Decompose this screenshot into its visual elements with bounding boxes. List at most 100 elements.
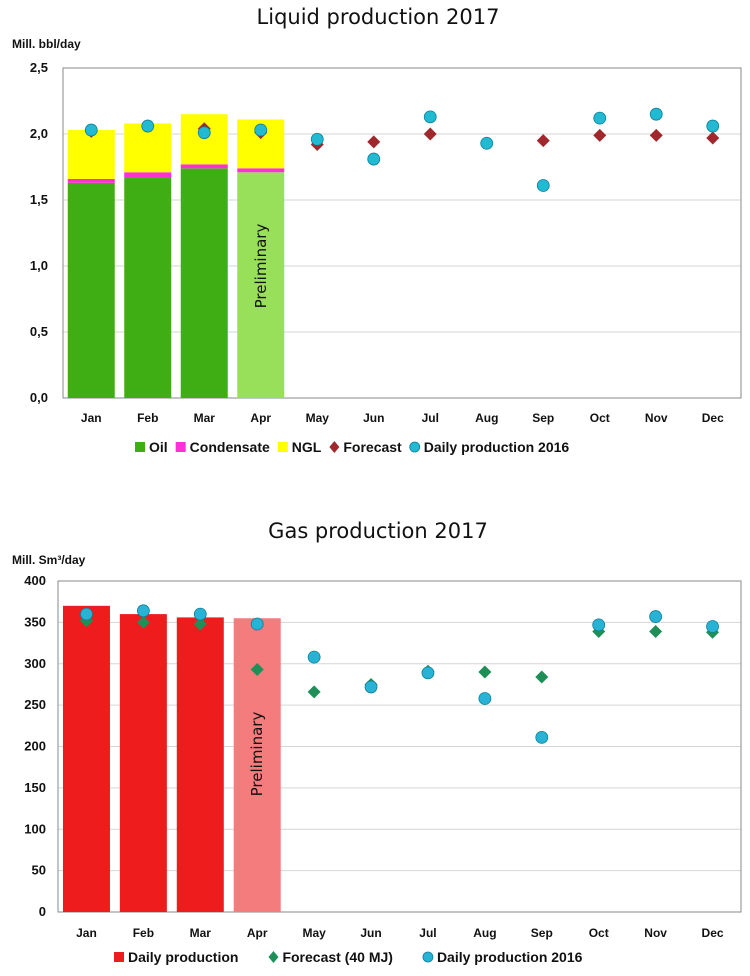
forecast-marker-jun [367,135,381,149]
x-tick-label-jun: Jun [363,411,384,425]
daily-2016-marker-may [307,650,321,664]
daily-2016-marker-mar [197,126,211,140]
y-tick-label: 150 [24,780,46,795]
daily-2016-marker-jul [423,110,437,124]
legend-daily-production-label: Daily production [128,949,238,965]
forecast-marker-nov [649,128,663,142]
daily-2016-marker-dec [706,119,720,133]
bar-daily-production-feb [119,614,167,912]
forecast-marker-oct [593,128,607,142]
bar-ngl-jan [67,130,115,179]
y-tick-label: 1,5 [30,192,48,207]
x-tick-label-oct: Oct [590,411,610,425]
x-tick-label-feb: Feb [137,411,158,425]
x-tick-label-jan: Jan [81,411,102,425]
x-tick-label-jul: Jul [419,926,436,940]
x-tick-label-jul: Jul [422,411,439,425]
daily-2016-marker-nov [649,610,663,623]
legend-forecast-40-mj--label: Forecast (40 MJ) [282,949,392,965]
legend-forecast-label: Forecast [343,439,402,455]
bar-oil-jan [67,182,115,398]
forecast-marker-aug [478,665,492,679]
forecast-marker-sep [535,670,549,684]
legend-condensate-label: Condensate [190,439,270,455]
y-tick-label: 50 [32,863,46,878]
preliminary-label: Preliminary [252,224,270,309]
legend-forecast-40-mj--swatch [268,951,279,963]
daily-2016-marker-sep [536,179,550,192]
y-tick-label: 200 [24,739,46,754]
bar-oil-apr [237,172,285,398]
x-tick-label-feb: Feb [133,926,154,940]
y-tick-label: 250 [24,697,46,712]
daily-2016-marker-apr [254,123,268,137]
y-tick-label: 350 [24,614,46,629]
bar-condensate-mar [180,164,228,169]
y-tick-label: 1,0 [30,258,48,273]
bar-condensate-feb [124,172,172,178]
legend-condensate-swatch [175,442,186,452]
daily-2016-marker-feb [141,119,155,133]
y-tick-label: 2,0 [30,126,48,141]
legend-oil-swatch [135,442,145,452]
forecast-marker-dec [706,131,720,145]
gas-chart: Gas production 2017 Mill. Sm³/day 0 50 100 15… [12,519,742,965]
x-tick-label-dec: Dec [702,411,724,425]
x-tick-label-mar: Mar [194,411,216,425]
forecast-marker-sep [536,134,550,148]
legend-daily-production-swatch [114,952,124,962]
x-tick-label-nov: Nov [644,926,667,940]
daily-2016-marker-sep [535,730,549,744]
daily-2016-marker-mar [193,607,207,621]
legend-daily-production-2016-swatch [422,951,434,963]
x-tick-label-jan: Jan [76,926,97,940]
bar-condensate-apr [237,168,285,173]
daily-2016-marker-jan [84,123,98,137]
liquid-chart: Liquid production 2017 Mill. bbl/day 0,0 0,… [12,5,742,455]
forecast-marker-apr [250,663,264,677]
y-tick-label: 100 [24,821,46,836]
x-tick-label-sep: Sep [531,926,553,940]
legend-forecast-swatch [329,441,340,453]
forecast-marker-nov [649,624,663,638]
bar-daily-production-jan [62,605,110,912]
y-tick-label: 0 [39,904,46,919]
legend-ngl-swatch [277,442,288,452]
x-tick-label-apr: Apr [250,411,271,425]
legend-oil-label: Oil [149,439,168,455]
legend-ngl-label: NGL [292,439,322,455]
x-tick-label-aug: Aug [475,411,498,425]
y-tick-label: 2,5 [30,60,48,75]
x-tick-label-mar: Mar [190,926,212,940]
chart-title: Liquid production 2017 [257,5,500,29]
forecast-marker-jul [423,127,437,141]
x-tick-label-oct: Oct [589,926,609,940]
legend-daily-production-2016-label: Daily production 2016 [437,949,583,965]
plot-area-border [57,580,742,913]
daily-2016-marker-aug [480,136,494,150]
bar-oil-mar [180,168,228,398]
daily-2016-marker-feb [136,604,150,618]
y-tick-label: 400 [24,573,46,588]
x-tick-label-apr: Apr [247,926,268,940]
chart-title: Gas production 2017 [268,519,488,543]
forecast-marker-mar [193,617,207,631]
daily-2016-marker-jun [367,152,381,166]
legend-daily-production-2016-label: Daily production 2016 [424,439,570,455]
daily-2016-marker-aug [478,692,492,705]
x-tick-label-may: May [302,926,326,940]
x-tick-label-dec: Dec [702,926,724,940]
x-tick-label-nov: Nov [645,411,668,425]
y-tick-label: 300 [24,656,46,671]
daily-2016-marker-may [310,132,324,146]
y-tick-label: 0,5 [30,324,48,339]
x-tick-label-jun: Jun [360,926,381,940]
daily-2016-marker-jan [80,607,93,621]
bar-condensate-jan [67,178,115,183]
plot-area-border [62,67,742,399]
legend-daily-production-2016-swatch [409,441,421,453]
y-axis-label: Mill. bbl/day [12,37,81,51]
daily-2016-marker-oct [593,111,607,125]
bar-daily-production-mar [176,617,224,912]
